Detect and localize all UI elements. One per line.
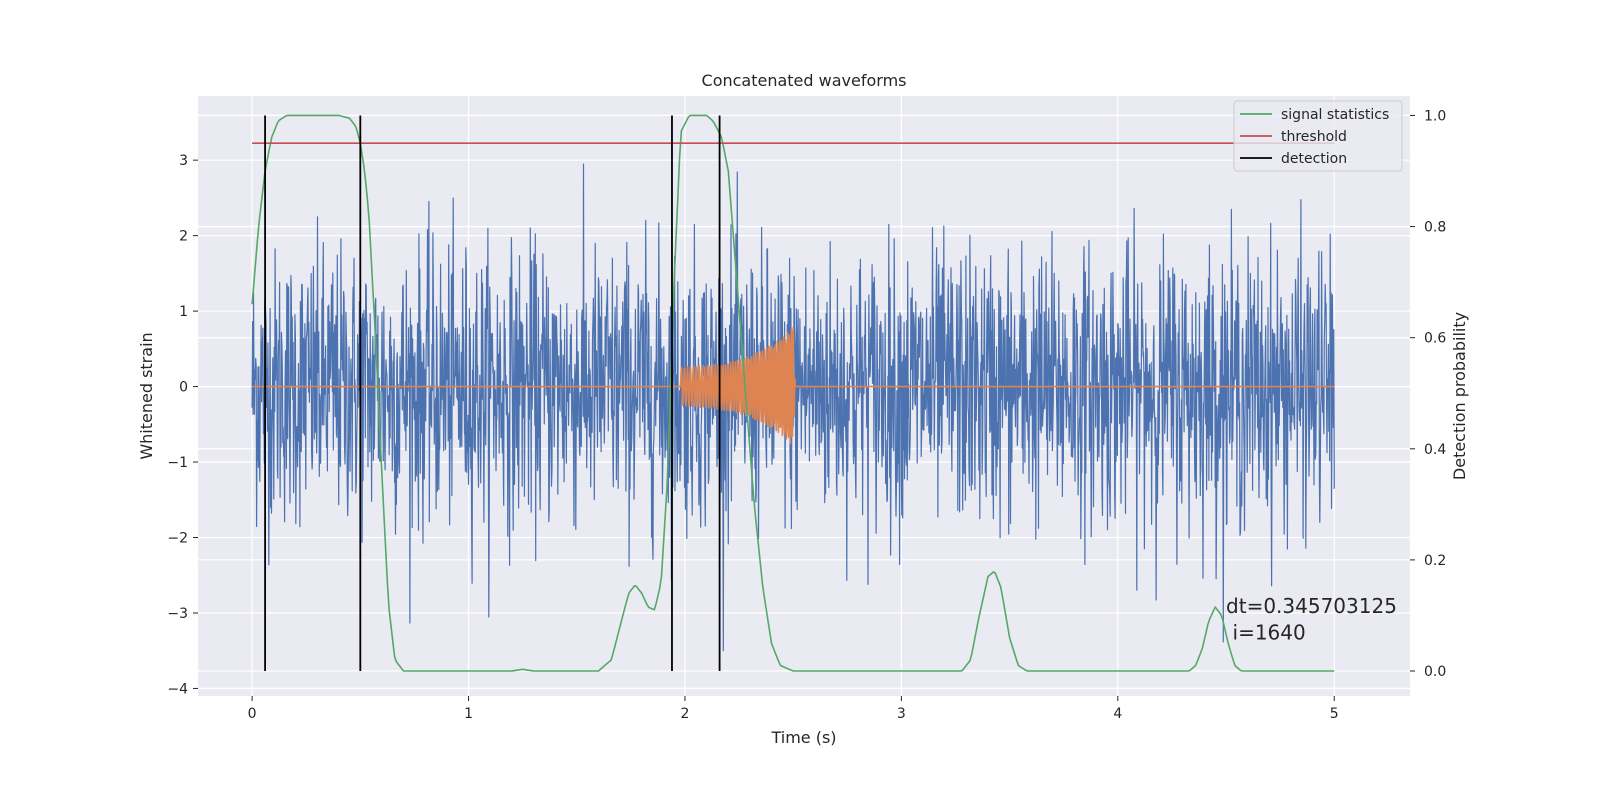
y-tick-label: −4 <box>167 681 188 697</box>
y-tick-label: 3 <box>179 153 188 169</box>
y-tick-label: 0 <box>179 380 188 396</box>
y2-tick-label: 0.0 <box>1424 664 1446 680</box>
y-tick-label: 1 <box>179 304 188 320</box>
x-tick-label: 5 <box>1330 706 1339 722</box>
legend-box <box>1233 100 1403 172</box>
x-tick-label: 1 <box>464 706 473 722</box>
legend: signal statistics threshold detection <box>1233 100 1403 172</box>
y-tick-label: −2 <box>167 531 188 547</box>
y-axis-right: 0.0 0.2 0.4 0.6 0.8 1.0 <box>1410 108 1446 680</box>
y2-tick-label: 0.2 <box>1424 553 1446 569</box>
series-line-signal-statistics <box>251 114 1335 672</box>
x-tick-label: 2 <box>681 706 690 722</box>
y-axis-label: Whitened strain <box>137 332 156 459</box>
y2-tick-label: 0.6 <box>1424 331 1446 347</box>
series-line-series-1 <box>251 326 1335 445</box>
y-tick-label: −3 <box>167 606 188 622</box>
legend-label-signal-statistics: signal statistics <box>1281 107 1389 123</box>
series-layer <box>251 114 1335 672</box>
legend-label-detection: detection <box>1281 151 1347 167</box>
y2-tick-label: 0.4 <box>1424 442 1446 458</box>
y-tick-label: 2 <box>179 229 188 245</box>
annotation-i: i=1640 <box>1233 620 1306 644</box>
chart-title: Concatenated waveforms <box>702 71 907 90</box>
annotation-dt: dt=0.345703125 <box>1226 594 1397 618</box>
legend-label-threshold: threshold <box>1281 129 1347 145</box>
y2-axis-label: Detection probability <box>1450 312 1469 480</box>
y-axis-left: −4 −3 −2 −1 0 1 2 3 <box>167 153 198 697</box>
x-axis: 0 1 2 3 4 5 <box>248 696 1339 722</box>
x-tick-label: 3 <box>897 706 906 722</box>
x-axis-label: Time (s) <box>770 728 836 747</box>
y2-tick-label: 1.0 <box>1424 108 1446 124</box>
y2-tick-label: 0.8 <box>1424 220 1446 236</box>
x-tick-label: 4 <box>1113 706 1122 722</box>
y-tick-label: −1 <box>167 455 188 471</box>
x-tick-label: 0 <box>248 706 257 722</box>
